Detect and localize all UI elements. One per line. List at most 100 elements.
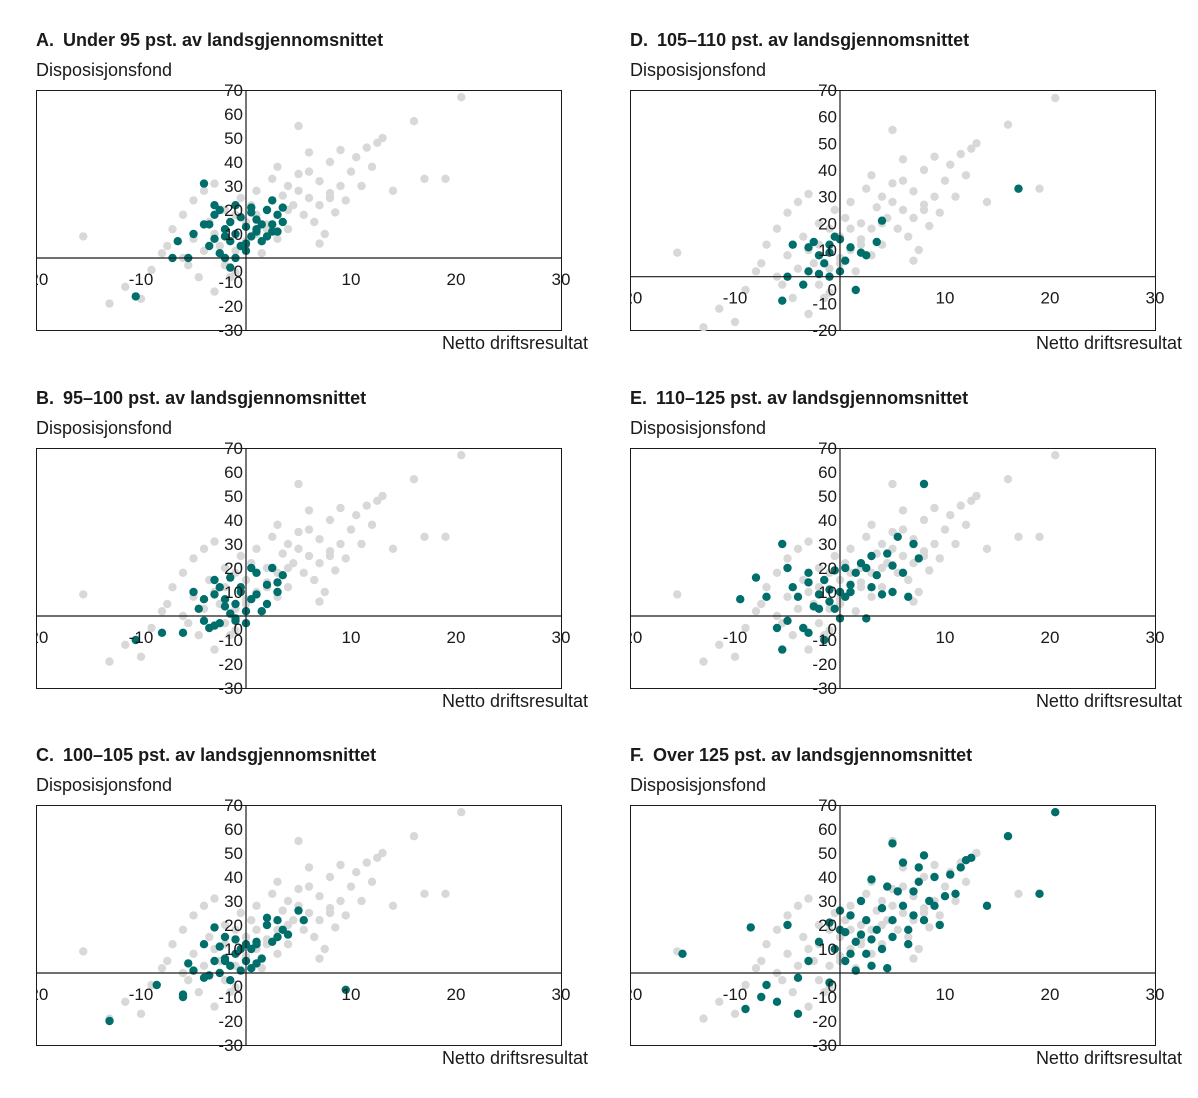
data-point <box>914 554 923 563</box>
data-point <box>283 225 293 234</box>
data-point <box>304 525 314 534</box>
data-point <box>940 525 950 534</box>
y-tick-label: 70 <box>224 796 243 815</box>
data-point <box>283 896 293 906</box>
data-point <box>793 604 803 613</box>
data-point <box>247 916 256 925</box>
data-point <box>210 287 219 296</box>
y-tick-label: 0 <box>234 977 243 996</box>
data-point <box>252 925 261 934</box>
y-tick-label: 40 <box>818 161 837 180</box>
x-axis-label: Netto driftsresultat <box>1035 333 1182 353</box>
data-point <box>346 882 356 891</box>
data-point <box>236 908 245 918</box>
data-point <box>919 908 929 918</box>
data-point <box>793 264 803 273</box>
data-point <box>715 640 724 649</box>
data-point <box>804 894 813 903</box>
data-point <box>841 956 850 966</box>
data-point <box>262 580 272 589</box>
data-point <box>867 551 876 561</box>
data-point <box>273 932 282 942</box>
data-point <box>867 961 876 970</box>
data-point <box>252 590 261 599</box>
data-point <box>846 580 855 589</box>
data-point <box>299 925 308 934</box>
data-point <box>804 189 813 199</box>
data-point <box>220 920 230 930</box>
x-tick-label: -20 <box>630 289 642 308</box>
data-point <box>121 640 130 649</box>
data-point <box>1051 451 1060 460</box>
data-point <box>904 575 913 585</box>
data-point <box>105 299 114 308</box>
data-point <box>283 930 293 939</box>
data-point <box>820 293 829 303</box>
x-tick-label: -10 <box>129 985 154 1004</box>
data-point <box>814 251 824 260</box>
data-point <box>804 568 813 577</box>
data-point <box>856 896 866 906</box>
data-point <box>105 1016 114 1026</box>
data-point <box>310 932 319 942</box>
y-axis-label: Disposisjonsfond <box>630 60 767 80</box>
data-point <box>362 501 371 510</box>
data-point <box>199 973 209 982</box>
series-all-municipalities <box>79 451 466 666</box>
data-point <box>793 973 803 982</box>
y-tick-label: 50 <box>818 134 837 153</box>
data-point <box>982 544 992 553</box>
data-point <box>888 916 897 925</box>
data-point <box>184 959 193 968</box>
data-point <box>304 506 314 515</box>
data-point <box>951 539 960 549</box>
data-point <box>919 205 929 215</box>
data-point <box>157 964 167 973</box>
data-point <box>294 836 303 846</box>
data-point <box>294 169 303 179</box>
data-point <box>935 911 944 920</box>
x-tick-label: 20 <box>1041 289 1060 308</box>
plot-frame <box>36 805 562 1046</box>
data-point <box>189 229 198 239</box>
data-point <box>189 196 198 205</box>
data-point <box>1003 832 1013 841</box>
data-point <box>919 165 929 175</box>
series-all-municipalities <box>673 93 1060 332</box>
data-point <box>867 592 876 601</box>
y-tick-label: 0 <box>234 620 243 639</box>
y-tick-label: -20 <box>218 1012 243 1031</box>
data-point <box>893 532 902 541</box>
data-point <box>851 937 860 946</box>
data-point <box>441 889 450 898</box>
data-point <box>872 237 881 247</box>
data-point <box>152 980 161 990</box>
data-point <box>830 566 839 575</box>
data-point <box>904 232 913 241</box>
y-tick-label: 10 <box>818 940 837 959</box>
data-point <box>236 213 245 222</box>
data-point <box>762 940 771 949</box>
y-axis-label: Disposisjonsfond <box>36 60 173 80</box>
data-point <box>231 983 240 992</box>
data-point <box>294 906 303 915</box>
data-point <box>799 280 808 289</box>
data-point <box>299 916 308 925</box>
data-point <box>252 544 261 553</box>
series-group-municipalities <box>778 184 1023 305</box>
y-tick-label: 40 <box>224 868 243 887</box>
data-point <box>925 566 934 575</box>
y-tick-label: 10 <box>818 241 837 260</box>
data-point <box>226 263 235 272</box>
data-point <box>862 916 871 925</box>
data-point <box>294 544 303 553</box>
data-point <box>762 240 771 249</box>
data-point <box>814 219 824 228</box>
data-point <box>231 599 240 609</box>
data-point <box>184 261 193 270</box>
data-point <box>79 947 88 956</box>
data-point <box>877 896 887 906</box>
panel-title: A. Under 95 pst. av landsgjennomsnittet <box>36 30 384 50</box>
data-point <box>898 901 908 910</box>
data-point <box>1035 184 1044 193</box>
